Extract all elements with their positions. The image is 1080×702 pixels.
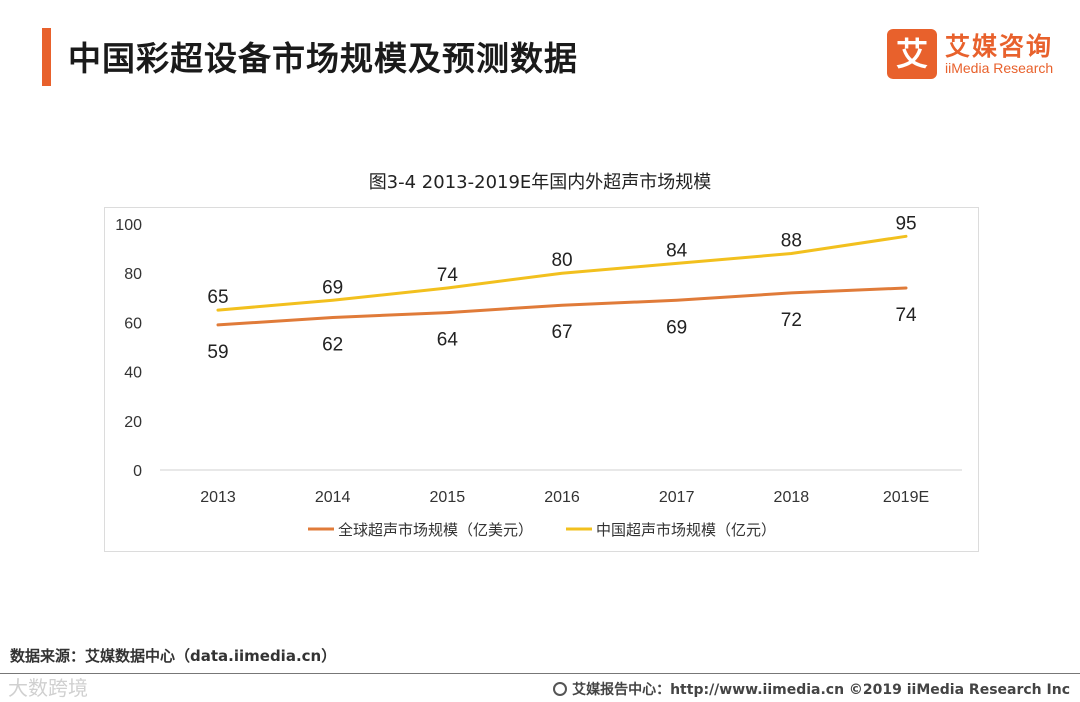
x-tick-label: 2019E <box>883 489 929 506</box>
series-line-2 <box>216 234 908 312</box>
logo-icon <box>887 29 937 79</box>
data-label: 84 <box>666 240 688 261</box>
title-accent-bar <box>42 28 51 86</box>
watermark: 大数跨境 <box>8 676 88 700</box>
y-tick-label: 40 <box>124 365 142 382</box>
x-tick-label: 2018 <box>774 489 810 506</box>
chart-title: 图3-4 2013-2019E年国内外超声市场规模 <box>368 172 712 193</box>
data-label: 74 <box>895 305 917 326</box>
data-label: 62 <box>322 334 343 355</box>
x-tick-label: 2014 <box>315 489 351 506</box>
chart-frame <box>104 207 979 552</box>
data-source: 数据来源：艾媒数据中心（data.iimedia.cn） <box>10 647 337 665</box>
y-tick-label: 100 <box>115 217 142 234</box>
legend-label-2: 中国超声市场规模（亿元） <box>596 521 776 539</box>
footer-divider <box>0 673 1080 674</box>
data-label: 69 <box>666 317 687 338</box>
data-label: 88 <box>781 231 802 252</box>
data-label: 64 <box>437 330 459 351</box>
data-label: 59 <box>207 342 228 363</box>
data-label: 65 <box>207 287 228 308</box>
footer-text[interactable]: 艾媒报告中心：http://www.iimedia.cn ©2019 iiMed… <box>572 682 1070 698</box>
data-label: 67 <box>551 322 572 343</box>
y-tick-label: 60 <box>124 315 142 332</box>
data-label: 69 <box>322 277 343 298</box>
logo-glyph: 艾 <box>895 35 928 73</box>
series-line-1 <box>216 286 908 327</box>
x-tick-label: 2017 <box>659 489 695 506</box>
globe-icon <box>553 682 568 696</box>
x-tick-label: 2016 <box>544 489 580 506</box>
y-tick-label: 20 <box>124 414 142 431</box>
data-label: 72 <box>781 310 802 331</box>
iimedia-logo[interactable]: 艾 艾媒咨询 iiMedia Research <box>887 27 1067 83</box>
data-label: 80 <box>551 250 572 271</box>
legend-label-1: 全球超声市场规模（亿美元） <box>338 521 533 539</box>
x-tick-label: 2013 <box>200 489 236 506</box>
logo-name-cn: 艾媒咨询 <box>945 32 1054 61</box>
y-tick-label: 0 <box>133 463 142 480</box>
footer: 艾媒报告中心：http://www.iimedia.cn ©2019 iiMed… <box>553 679 1070 699</box>
page-title: 中国彩超设备市场规模及预测数据 <box>68 39 578 78</box>
x-tick-label: 2015 <box>430 489 466 506</box>
data-label: 74 <box>437 265 459 286</box>
y-tick-label: 80 <box>124 266 142 283</box>
logo-name-en: iiMedia Research <box>945 60 1054 76</box>
data-label: 95 <box>895 213 916 234</box>
